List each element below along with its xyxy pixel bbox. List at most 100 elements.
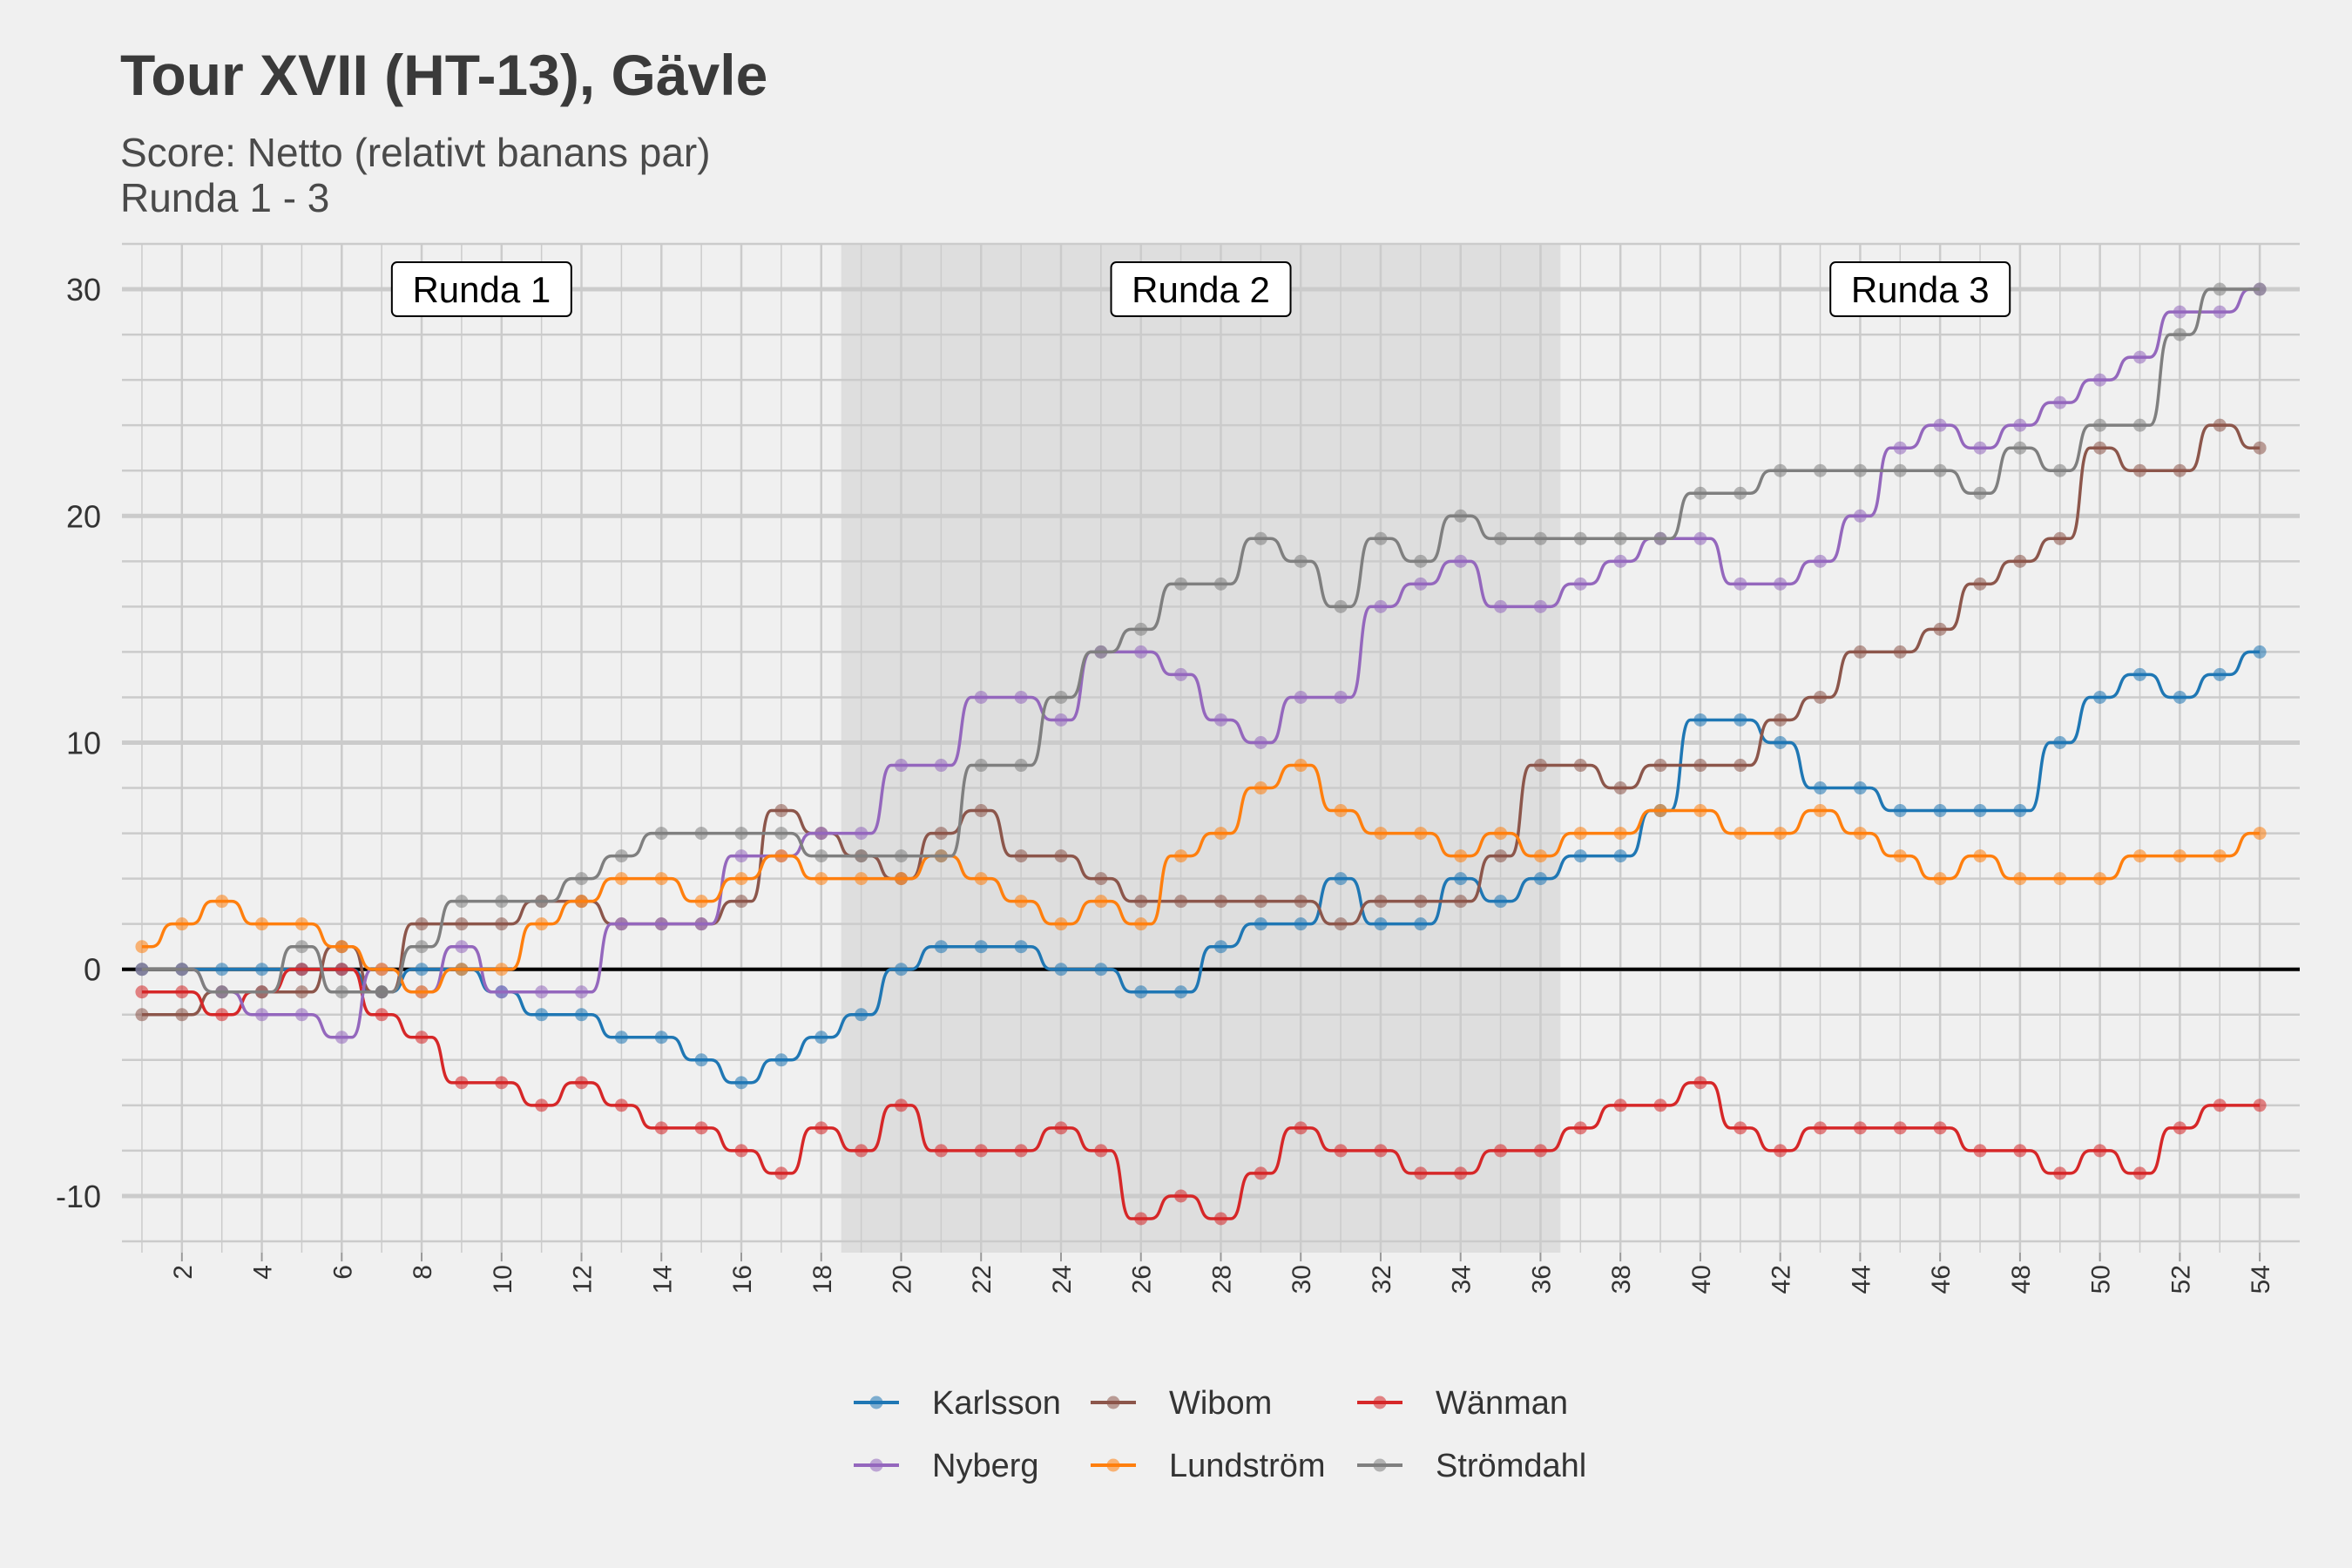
data-point bbox=[614, 849, 628, 863]
data-point bbox=[934, 759, 948, 773]
x-tick-label: 20 bbox=[888, 1265, 916, 1294]
data-point bbox=[1853, 463, 1867, 477]
x-tick-label: 16 bbox=[728, 1265, 757, 1294]
data-point bbox=[2013, 554, 2027, 568]
data-point bbox=[894, 759, 908, 773]
data-point bbox=[1734, 827, 1747, 841]
data-point bbox=[1573, 827, 1587, 841]
data-point bbox=[575, 872, 589, 886]
data-point bbox=[1494, 599, 1508, 613]
data-point bbox=[135, 940, 149, 954]
data-point bbox=[974, 759, 988, 773]
data-point bbox=[495, 1076, 509, 1090]
data-point bbox=[415, 1031, 429, 1044]
x-tick-label: 22 bbox=[968, 1265, 997, 1294]
data-point bbox=[1973, 486, 1987, 500]
data-point bbox=[1494, 895, 1508, 909]
data-point bbox=[175, 963, 189, 977]
series-line-lundström bbox=[141, 763, 2261, 994]
data-point bbox=[1014, 895, 1028, 909]
round-label-text: Runda 2 bbox=[1132, 269, 1270, 310]
x-tick-label: 34 bbox=[1448, 1265, 1477, 1294]
data-point bbox=[1814, 804, 1828, 818]
data-point bbox=[2253, 645, 2267, 659]
data-point bbox=[1814, 1121, 1828, 1135]
data-point bbox=[1213, 713, 1227, 727]
data-point bbox=[1414, 1166, 1428, 1180]
data-point bbox=[1973, 577, 1987, 591]
legend-label: Wänman bbox=[1436, 1385, 1568, 1422]
data-point bbox=[1414, 917, 1428, 931]
data-point bbox=[654, 1121, 668, 1135]
data-point bbox=[1613, 1098, 1627, 1112]
legend-swatch-point bbox=[869, 1396, 883, 1409]
data-point bbox=[774, 804, 788, 818]
legend-item-karlsson: Karlsson bbox=[854, 1385, 1061, 1422]
data-point bbox=[455, 895, 469, 909]
data-point bbox=[1054, 963, 1068, 977]
legend-label: Nyberg bbox=[932, 1448, 1039, 1484]
data-point bbox=[335, 985, 348, 999]
data-point bbox=[1774, 1144, 1788, 1158]
data-point bbox=[1814, 554, 1828, 568]
data-point bbox=[934, 1144, 948, 1158]
x-tick-label: 26 bbox=[1128, 1265, 1157, 1294]
data-point bbox=[734, 1144, 748, 1158]
x-tick-label: 48 bbox=[2007, 1265, 2036, 1294]
data-point bbox=[774, 1166, 788, 1180]
data-point bbox=[1973, 804, 1987, 818]
data-point bbox=[614, 1031, 628, 1044]
data-point bbox=[294, 985, 308, 999]
data-point bbox=[1653, 804, 1667, 818]
legend-swatch-point bbox=[1373, 1458, 1387, 1472]
data-point bbox=[814, 849, 828, 863]
data-point bbox=[135, 963, 149, 977]
round-band-2 bbox=[841, 244, 1561, 1253]
data-point bbox=[1734, 486, 1747, 500]
chart-subtitle-rounds: Runda 1 - 3 bbox=[120, 175, 330, 220]
data-point bbox=[375, 963, 389, 977]
x-tick-label: 28 bbox=[1207, 1265, 1236, 1294]
data-point bbox=[1094, 895, 1108, 909]
data-point bbox=[974, 690, 988, 704]
data-point bbox=[1374, 599, 1388, 613]
data-point bbox=[1174, 1189, 1188, 1203]
legend-item-strömdahl: Strömdahl bbox=[1357, 1448, 1586, 1484]
data-point bbox=[2213, 418, 2227, 432]
data-point bbox=[335, 940, 348, 954]
data-point bbox=[1134, 645, 1148, 659]
round-shading bbox=[841, 244, 1561, 1253]
data-point bbox=[1494, 827, 1508, 841]
data-point bbox=[294, 1008, 308, 1022]
data-point bbox=[2213, 282, 2227, 296]
data-point bbox=[1734, 577, 1747, 591]
data-point bbox=[1774, 463, 1788, 477]
chart-title: Tour XVII (HT-13), Gävle bbox=[120, 43, 768, 107]
data-point bbox=[135, 1008, 149, 1022]
data-point bbox=[1334, 1144, 1348, 1158]
round-label-text: Runda 3 bbox=[1851, 269, 1990, 310]
series-strömdahl bbox=[135, 282, 2267, 999]
data-point bbox=[1573, 759, 1587, 773]
data-point bbox=[2013, 872, 2027, 886]
data-point bbox=[1054, 1121, 1068, 1135]
series-line-nyberg bbox=[141, 287, 2261, 1039]
data-point bbox=[255, 1008, 269, 1022]
data-point bbox=[814, 872, 828, 886]
series-line-wänman bbox=[141, 967, 2261, 1220]
data-point bbox=[1213, 1212, 1227, 1226]
x-axis-ticks: 2 4 6 8 10 12 14 16 18 20 22 24 26 28 30 32 34 36 38 40 42 44… bbox=[169, 1253, 2275, 1294]
series-lundström bbox=[135, 759, 2267, 999]
data-point bbox=[734, 1076, 748, 1090]
data-point bbox=[2093, 373, 2107, 387]
data-point bbox=[734, 849, 748, 863]
data-point bbox=[495, 963, 509, 977]
x-tick-label: 32 bbox=[1368, 1265, 1396, 1294]
data-point bbox=[1893, 849, 1907, 863]
legend-item-wibom: Wibom bbox=[1091, 1385, 1272, 1422]
legend-label: Lundström bbox=[1169, 1448, 1326, 1484]
data-point bbox=[2213, 305, 2227, 319]
data-point bbox=[2053, 531, 2067, 545]
data-point bbox=[335, 963, 348, 977]
data-point bbox=[1933, 463, 1947, 477]
